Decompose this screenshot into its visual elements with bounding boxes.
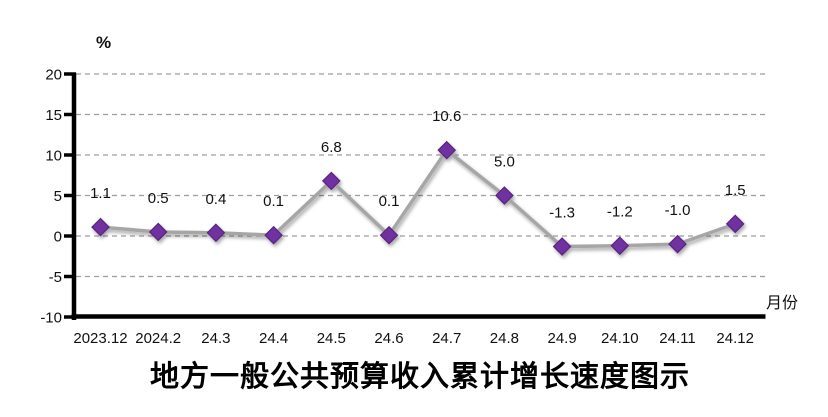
x-tick-label: 24.12	[716, 330, 754, 347]
x-tick-label: 24.5	[317, 330, 346, 347]
x-tick-label: 24.7	[432, 330, 461, 347]
y-axis-line	[71, 73, 77, 320]
y-tick-label: 0	[54, 229, 62, 246]
x-tick-label: 24.11	[659, 330, 695, 347]
data-label: 0.1	[379, 193, 400, 210]
y-tick-label: 10	[45, 148, 62, 165]
y-tick-label: 20	[45, 67, 62, 84]
data-point-marker	[379, 225, 399, 245]
series-line	[98, 148, 737, 249]
data-point-marker	[495, 186, 514, 205]
data-point-marker	[725, 214, 745, 234]
y-tick-mark	[64, 72, 76, 76]
x-tick-label: 24.10	[601, 330, 639, 347]
y-tick-mark	[64, 234, 76, 238]
y-tick-label: -10	[40, 310, 62, 327]
y-tick-labels-group: 20 15 10 5 0 -5 -10	[40, 67, 62, 327]
data-point-marker	[264, 225, 283, 245]
y-tick-mark	[64, 153, 76, 157]
y-tick-label: 15	[45, 107, 62, 124]
data-label: -1.2	[607, 204, 633, 221]
x-tick-label: 24.6	[374, 330, 403, 347]
data-point-marker	[206, 223, 226, 243]
y-tick-mark	[64, 274, 76, 279]
x-tick-label: 2023.12	[73, 330, 127, 347]
series-group	[91, 140, 745, 256]
y-tick-mark	[64, 193, 76, 198]
y-tick-label: 5	[54, 188, 62, 205]
data-point-marker	[437, 140, 457, 160]
data-point-marker	[321, 171, 341, 191]
x-tick-label: 2024.2	[135, 330, 181, 347]
data-label: 1.1	[90, 185, 111, 202]
data-label: -1.0	[665, 202, 691, 219]
data-point-marker	[552, 237, 572, 256]
data-label: 6.8	[321, 139, 342, 156]
data-point-marker	[91, 217, 110, 237]
axes-group	[64, 72, 766, 320]
gridlines-group	[76, 73, 766, 278]
data-label: 0.4	[205, 191, 226, 208]
data-label: 0.5	[148, 190, 169, 207]
data-point-marker	[610, 236, 630, 256]
x-tick-label: 24.4	[259, 330, 288, 347]
x-tick-label: 24.3	[201, 330, 230, 347]
x-tick-label: 24.9	[547, 330, 576, 347]
data-label: 0.1	[263, 193, 284, 210]
data-label: 5.0	[494, 154, 515, 171]
x-tick-label: 24.8	[490, 330, 519, 347]
y-tick-mark	[64, 315, 76, 319]
y-tick-mark	[64, 112, 76, 117]
chart-title: 地方一般公共预算收入累计增长速度图示	[149, 359, 690, 393]
data-label: -1.3	[549, 205, 575, 222]
data-point-marker	[148, 222, 168, 242]
data-point-marker	[668, 234, 687, 254]
y-axis-unit-label: %	[96, 33, 112, 52]
y-tick-label: -5	[49, 269, 62, 286]
x-axis-unit-label: 月份	[766, 295, 799, 312]
x-tick-labels-group: 2023.12 2024.2 24.3 24.4 24.5 24.6 24.7 24.8 24.…	[73, 330, 754, 347]
data-label: 10.6	[432, 108, 461, 125]
data-label: 1.5	[725, 182, 746, 199]
x-axis-line	[71, 314, 766, 319]
data-labels-group: 1.1 0.5 0.4 0.1 6.8 0.1 10.6 5.0 -1.3 -1.2 -1.0 1.5	[90, 108, 746, 221]
